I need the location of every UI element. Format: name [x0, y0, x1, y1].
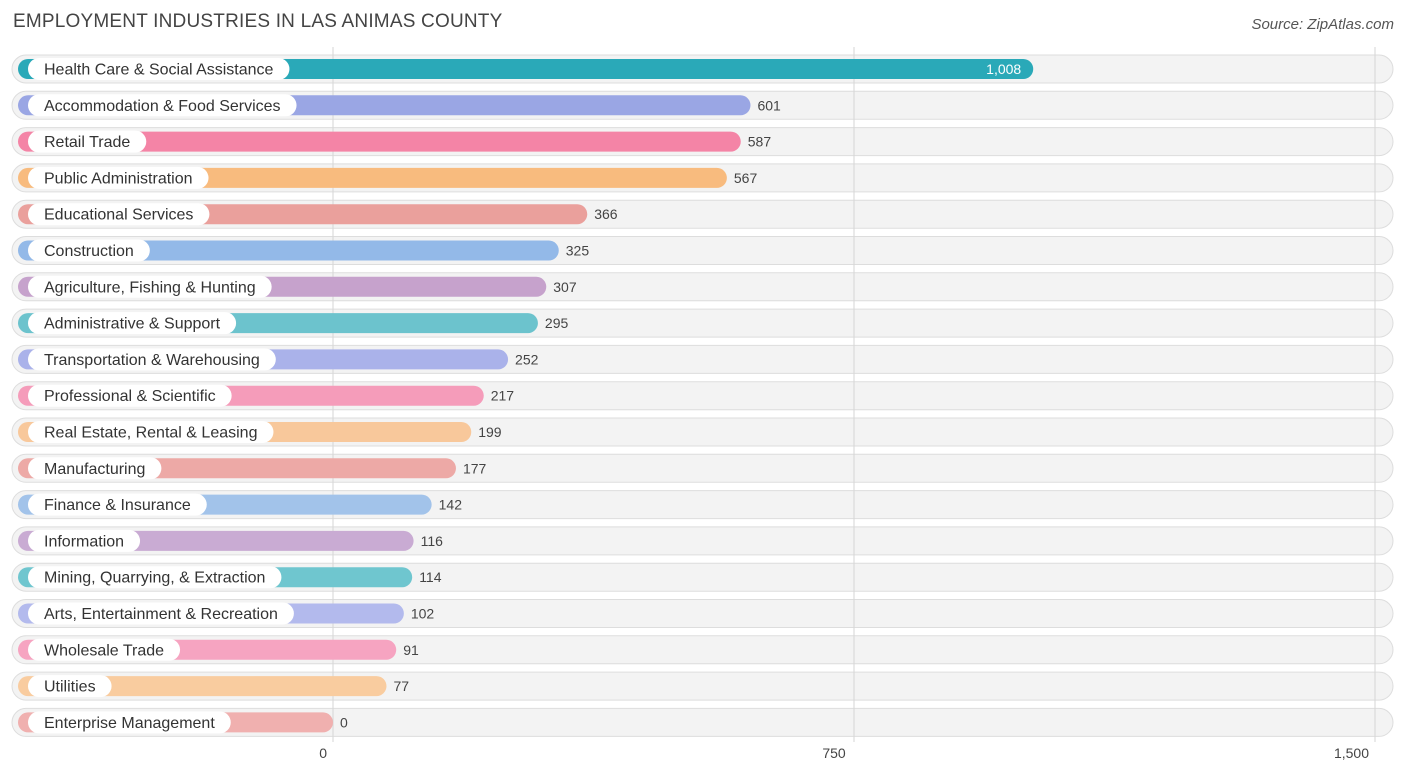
bar-row: Administrative & Support 295 [18, 312, 569, 335]
bar-row: Health Care & Social Assistance 1,008 [18, 58, 1034, 80]
value-label: 587 [748, 134, 772, 150]
category-pill [28, 384, 232, 407]
value-label: 567 [734, 170, 758, 186]
bar-row: Educational Services 366 [18, 203, 618, 226]
value-label: 114 [419, 569, 442, 585]
category-pill [28, 421, 274, 443]
category-pill [28, 711, 231, 734]
category-label: Agriculture, Fishing & Hunting [44, 279, 256, 296]
bar-row: Information 116 [18, 529, 444, 552]
category-pill [28, 348, 276, 371]
bar-row: Real Estate, Rental & Leasing 199 [18, 421, 502, 443]
category-pill [28, 602, 294, 625]
category-label: Wholesale Trade [44, 642, 164, 659]
category-pill [28, 638, 181, 661]
bar-row: Wholesale Trade 91 [18, 638, 419, 661]
bar-row: Transportation & Warehousing 252 [18, 348, 539, 371]
category-label: Manufacturing [44, 461, 145, 478]
value-label: 366 [594, 206, 618, 222]
category-pill [28, 566, 282, 589]
value-label: 0 [340, 714, 348, 730]
category-label: Administrative & Support [44, 316, 221, 333]
category-pill [28, 675, 112, 698]
category-pill [28, 493, 207, 516]
bar-row: Enterprise Management 0 [18, 711, 348, 734]
category-label: Enterprise Management [44, 715, 215, 732]
value-label: 601 [757, 97, 781, 113]
bar-row: Retail Trade 587 [18, 130, 772, 153]
tick-label: 0 [319, 745, 327, 761]
tick-label: 750 [822, 745, 846, 761]
bar-row: Mining, Quarrying, & Extraction 114 [18, 566, 442, 589]
bar [18, 240, 559, 261]
category-label: Educational Services [44, 207, 193, 224]
value-label: 252 [515, 351, 539, 367]
bar-row: Public Administration 567 [18, 166, 758, 189]
value-label: 1,008 [986, 61, 1021, 77]
category-label: Transportation & Warehousing [44, 352, 260, 369]
source-credit: Source: ZipAtlas.com [1251, 16, 1394, 33]
row-background [11, 707, 1394, 737]
value-label: 91 [403, 642, 419, 658]
chart-title: Employment Industries in Las Animas Coun… [13, 11, 503, 32]
category-pill [28, 529, 141, 552]
value-label: 199 [478, 424, 502, 440]
category-label: Finance & Insurance [44, 497, 191, 514]
category-label: Retail Trade [44, 134, 130, 151]
category-pill [28, 312, 237, 335]
bar-row: Finance & Insurance 142 [18, 493, 463, 516]
category-pill [28, 58, 290, 80]
category-pill [28, 457, 162, 480]
category-label: Information [44, 533, 124, 550]
bar-row: Accommodation & Food Services 601 [18, 94, 781, 117]
value-label: 177 [463, 460, 487, 476]
category-label: Mining, Quarrying, & Extraction [44, 570, 265, 587]
category-label: Construction [44, 243, 134, 260]
category-pill [28, 130, 147, 153]
value-label: 307 [553, 279, 577, 295]
bar-row: Utilities 77 [18, 675, 409, 698]
x-axis-ticks: 0 750 1,500 [319, 745, 1369, 761]
bar-row: Agriculture, Fishing & Hunting 307 [18, 275, 577, 298]
category-label: Utilities [44, 679, 96, 696]
value-label: 77 [393, 678, 409, 694]
category-pill [28, 166, 209, 189]
category-label: Health Care & Social Assistance [44, 62, 274, 79]
category-label: Accommodation & Food Services [44, 98, 281, 115]
value-label: 102 [411, 606, 435, 622]
bar-row: Professional & Scientific 217 [18, 384, 515, 407]
category-label: Real Estate, Rental & Leasing [44, 425, 257, 442]
value-label: 217 [491, 388, 515, 404]
bar-row: Arts, Entertainment & Recreation 102 [18, 602, 435, 625]
category-label: Arts, Entertainment & Recreation [44, 606, 278, 623]
category-label: Public Administration [44, 170, 193, 187]
category-pill [28, 239, 150, 262]
bar-row: Manufacturing 177 [18, 457, 487, 480]
category-pill [28, 275, 272, 298]
value-label: 116 [421, 533, 444, 549]
value-label: 325 [566, 243, 590, 259]
category-pill [28, 94, 297, 117]
bar-row: Construction 325 [18, 239, 590, 262]
bars: Health Care & Social Assistance 1,008 Acco… [18, 58, 1034, 734]
value-label: 295 [545, 315, 569, 331]
category-label: Professional & Scientific [44, 388, 216, 405]
category-pill [28, 203, 210, 226]
bar [18, 131, 741, 152]
value-label: 142 [439, 497, 463, 513]
tick-label: 1,500 [1334, 745, 1369, 761]
